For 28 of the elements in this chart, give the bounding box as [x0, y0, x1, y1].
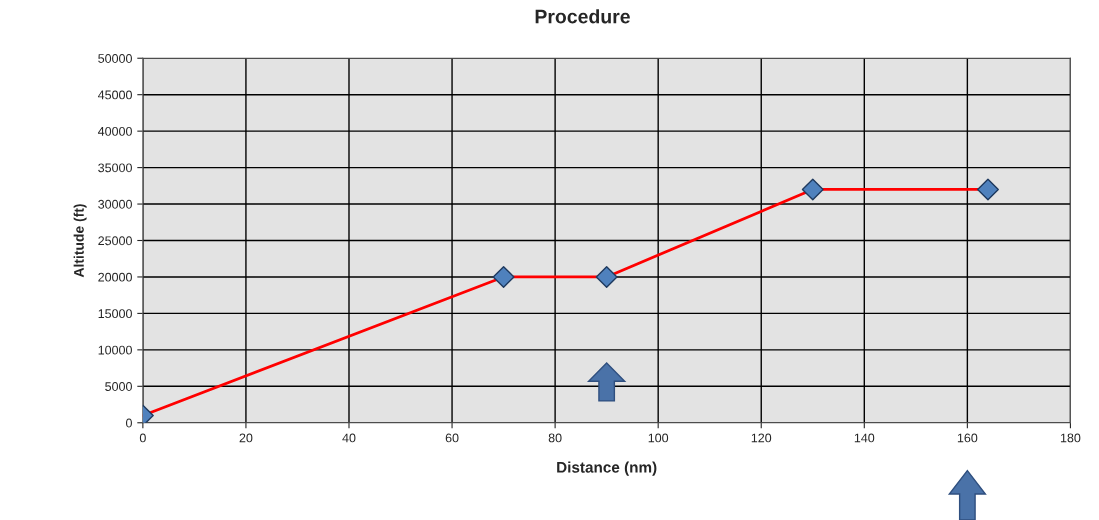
- x-tick-label: 0: [139, 433, 146, 443]
- y-axis-title: Altitude (ft): [73, 204, 87, 278]
- x-axis-title: Distance (nm): [557, 461, 657, 476]
- x-tick-label: 80: [548, 433, 562, 443]
- point: [976, 178, 999, 201]
- x-tick-label: 40: [342, 433, 356, 443]
- y-tick-label: 30000: [98, 199, 132, 209]
- y-tick-label: 45000: [97, 90, 132, 100]
- x-tick-label: 160: [957, 433, 978, 443]
- y-tick-label: 50000: [98, 54, 132, 63]
- y-tick-label: 0: [125, 418, 132, 428]
- x-tick-label: 180: [1060, 433, 1081, 443]
- x-tick-label: 60: [445, 433, 459, 443]
- y-tick-label: 15000: [98, 309, 132, 319]
- y-tick-label: 10000: [98, 345, 132, 355]
- x-tick-label: 140: [854, 433, 875, 443]
- chart-title: Procedure: [535, 9, 630, 24]
- y-tick-label: 35000: [98, 163, 132, 173]
- y-tick-label: 40000: [97, 126, 132, 136]
- y-tick-label: 25000: [98, 236, 132, 246]
- point: [801, 178, 824, 201]
- x-tick-label: 100: [648, 433, 669, 443]
- x-tick-label: 20: [239, 433, 253, 443]
- y-tick-label: 20000: [98, 272, 132, 282]
- x-tick-label: 120: [751, 433, 772, 443]
- point: [595, 265, 618, 288]
- point: [492, 265, 515, 288]
- y-tick-label: 5000: [105, 382, 132, 391]
